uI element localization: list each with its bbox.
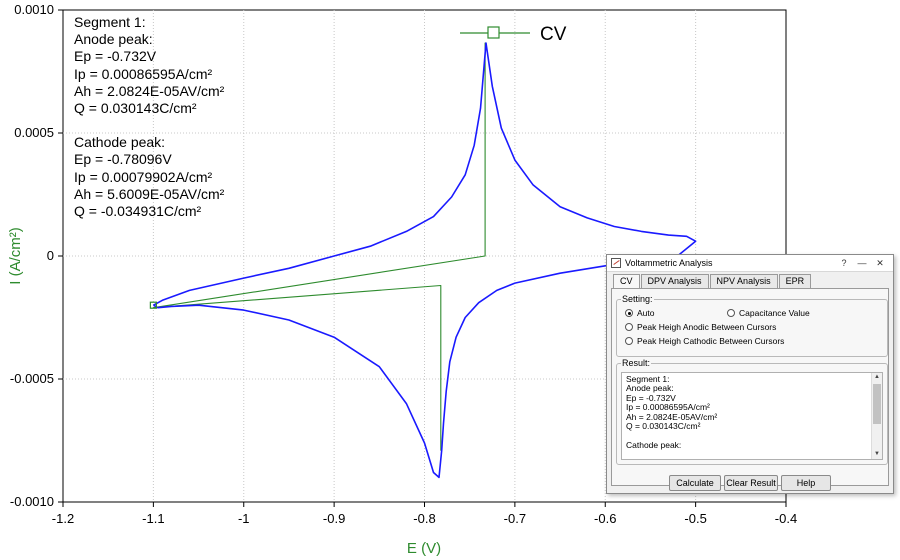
y-tick-label: -0.0005 (10, 371, 54, 386)
setting-group: Setting: Auto Capacitance Value Peak Hei… (616, 294, 888, 357)
result-line: Ip = 0.00086595A/cm² (626, 402, 710, 413)
result-group-label: Result: (621, 358, 652, 368)
y-tick-label: 0 (47, 248, 54, 263)
y-tick-label: 0.0010 (14, 2, 54, 17)
radio-anodic[interactable] (625, 323, 633, 331)
legend-marker (487, 26, 500, 39)
x-axis-title: E (V) (407, 540, 441, 557)
scroll-thumb[interactable] (873, 384, 881, 424)
result-line: Cathode peak: (626, 439, 682, 450)
annot-cathode-title: Cathode peak: (74, 134, 166, 151)
tab-npv-analysis[interactable]: NPV Analysis (709, 274, 778, 288)
y-tick-label: -0.0010 (10, 494, 54, 509)
option-cathodic-label: Peak Heigh Cathodic Between Cursors (637, 336, 785, 346)
peak-annotation: Segment 1: Anode peak: Ep = -0.732V Ip =… (74, 14, 224, 220)
radio-cathodic[interactable] (625, 337, 633, 345)
scroll-down-icon[interactable]: ▼ (874, 451, 880, 457)
annot-segment: Segment 1: (74, 14, 146, 30)
calculate-button[interactable]: Calculate (669, 475, 721, 491)
close-icon[interactable]: ✕ (876, 257, 884, 268)
setting-group-label: Setting: (621, 294, 654, 304)
dialog-tabs: CV DPV Analysis NPV Analysis EPR (607, 272, 893, 288)
x-tick-label: -0.9 (323, 511, 345, 526)
radio-auto[interactable] (625, 309, 633, 317)
annot-cathode-q: Q = -0.034931C/cm² (74, 203, 202, 220)
scroll-up-icon[interactable]: ▲ (874, 374, 880, 380)
clear-result-button[interactable]: Clear Result (724, 475, 778, 491)
result-group: Result: Segment 1: Anode peak: Ep = -0.7… (616, 358, 888, 465)
annot-anode-title: Anode peak: (74, 31, 153, 48)
series-layer (149, 42, 697, 479)
annot-anode-ip: Ip = 0.00086595A/cm² (74, 65, 213, 82)
option-capacitance-label: Capacitance Value (739, 308, 810, 318)
series-cv-line (153, 42, 697, 479)
result-line: Ep = -0.732V (626, 392, 676, 403)
start-marker (149, 301, 157, 309)
help-button[interactable]: Help (781, 475, 831, 491)
y-axis-title: I (A/cm²) (7, 227, 24, 285)
radio-capacitance[interactable] (727, 309, 735, 317)
annot-anode-q: Q = 0.030143C/cm² (74, 100, 197, 117)
result-line: Ah = 2.0824E-05AV/cm² (626, 411, 718, 422)
voltammetric-analysis-dialog: Voltammetric Analysis ? — ✕ CV DPV Analy… (606, 254, 894, 494)
result-line: Segment 1: (626, 374, 670, 384)
result-textbox[interactable]: Segment 1: Anode peak: Ep = -0.732V Ip =… (621, 372, 883, 460)
x-tick-label: -0.8 (413, 511, 435, 526)
x-tick-label: -0.4 (775, 511, 797, 526)
tab-dpv-analysis[interactable]: DPV Analysis (640, 274, 709, 288)
help-icon[interactable]: ? (841, 258, 847, 268)
minimize-icon[interactable]: — (857, 258, 867, 268)
x-tick-label: -0.6 (594, 511, 616, 526)
x-tick-label: -0.5 (684, 511, 706, 526)
annot-cathode-ep: Ep = -0.78096V (74, 151, 172, 168)
result-scrollbar[interactable]: ▲ ▼ (871, 373, 882, 459)
y-tick-label: 0.0005 (14, 125, 54, 140)
dialog-buttons: Calculate Clear Result Help (669, 475, 834, 491)
result-text: Segment 1: Anode peak: Ep = -0.732V Ip =… (622, 373, 882, 452)
legend: CV (460, 24, 567, 45)
annot-anode-ah: Ah = 2.0824E-05AV/cm² (74, 82, 225, 99)
tab-panel-cv: Setting: Auto Capacitance Value Peak Hei… (611, 288, 889, 486)
annot-cathode-ip: Ip = 0.00079902A/cm² (74, 168, 213, 185)
dialog-titlebar[interactable]: Voltammetric Analysis ? — ✕ (607, 255, 893, 272)
axis-ticks: -1.2 -1.1 -1 -0.9 -0.8 -0.7 -0.6 -0.5 -0.4 0.0010… (10, 2, 797, 526)
result-line: Anode peak: (626, 383, 674, 394)
x-tick-label: -0.7 (504, 511, 526, 526)
x-tick-label: -1.2 (52, 511, 74, 526)
option-anodic-label: Peak Heigh Anodic Between Cursors (637, 322, 777, 332)
legend-label: CV (540, 24, 567, 45)
annot-cathode-ah: Ah = 5.6009E-05AV/cm² (74, 185, 225, 202)
annot-anode-ep: Ep = -0.732V (74, 48, 157, 65)
tab-cv[interactable]: CV (613, 274, 640, 288)
app-icon (611, 258, 621, 268)
tab-epr[interactable]: EPR (778, 274, 812, 288)
option-auto[interactable]: Auto (625, 308, 655, 318)
x-tick-label: -1.1 (142, 511, 164, 526)
option-cathodic[interactable]: Peak Heigh Cathodic Between Cursors (625, 336, 784, 346)
option-capacitance[interactable]: Capacitance Value (727, 308, 810, 318)
option-auto-label: Auto (637, 308, 655, 318)
x-tick-label: -1 (238, 511, 250, 526)
result-line: Q = 0.030143C/cm² (626, 421, 701, 432)
option-anodic[interactable]: Peak Heigh Anodic Between Cursors (625, 322, 776, 332)
dialog-title: Voltammetric Analysis (625, 258, 713, 268)
